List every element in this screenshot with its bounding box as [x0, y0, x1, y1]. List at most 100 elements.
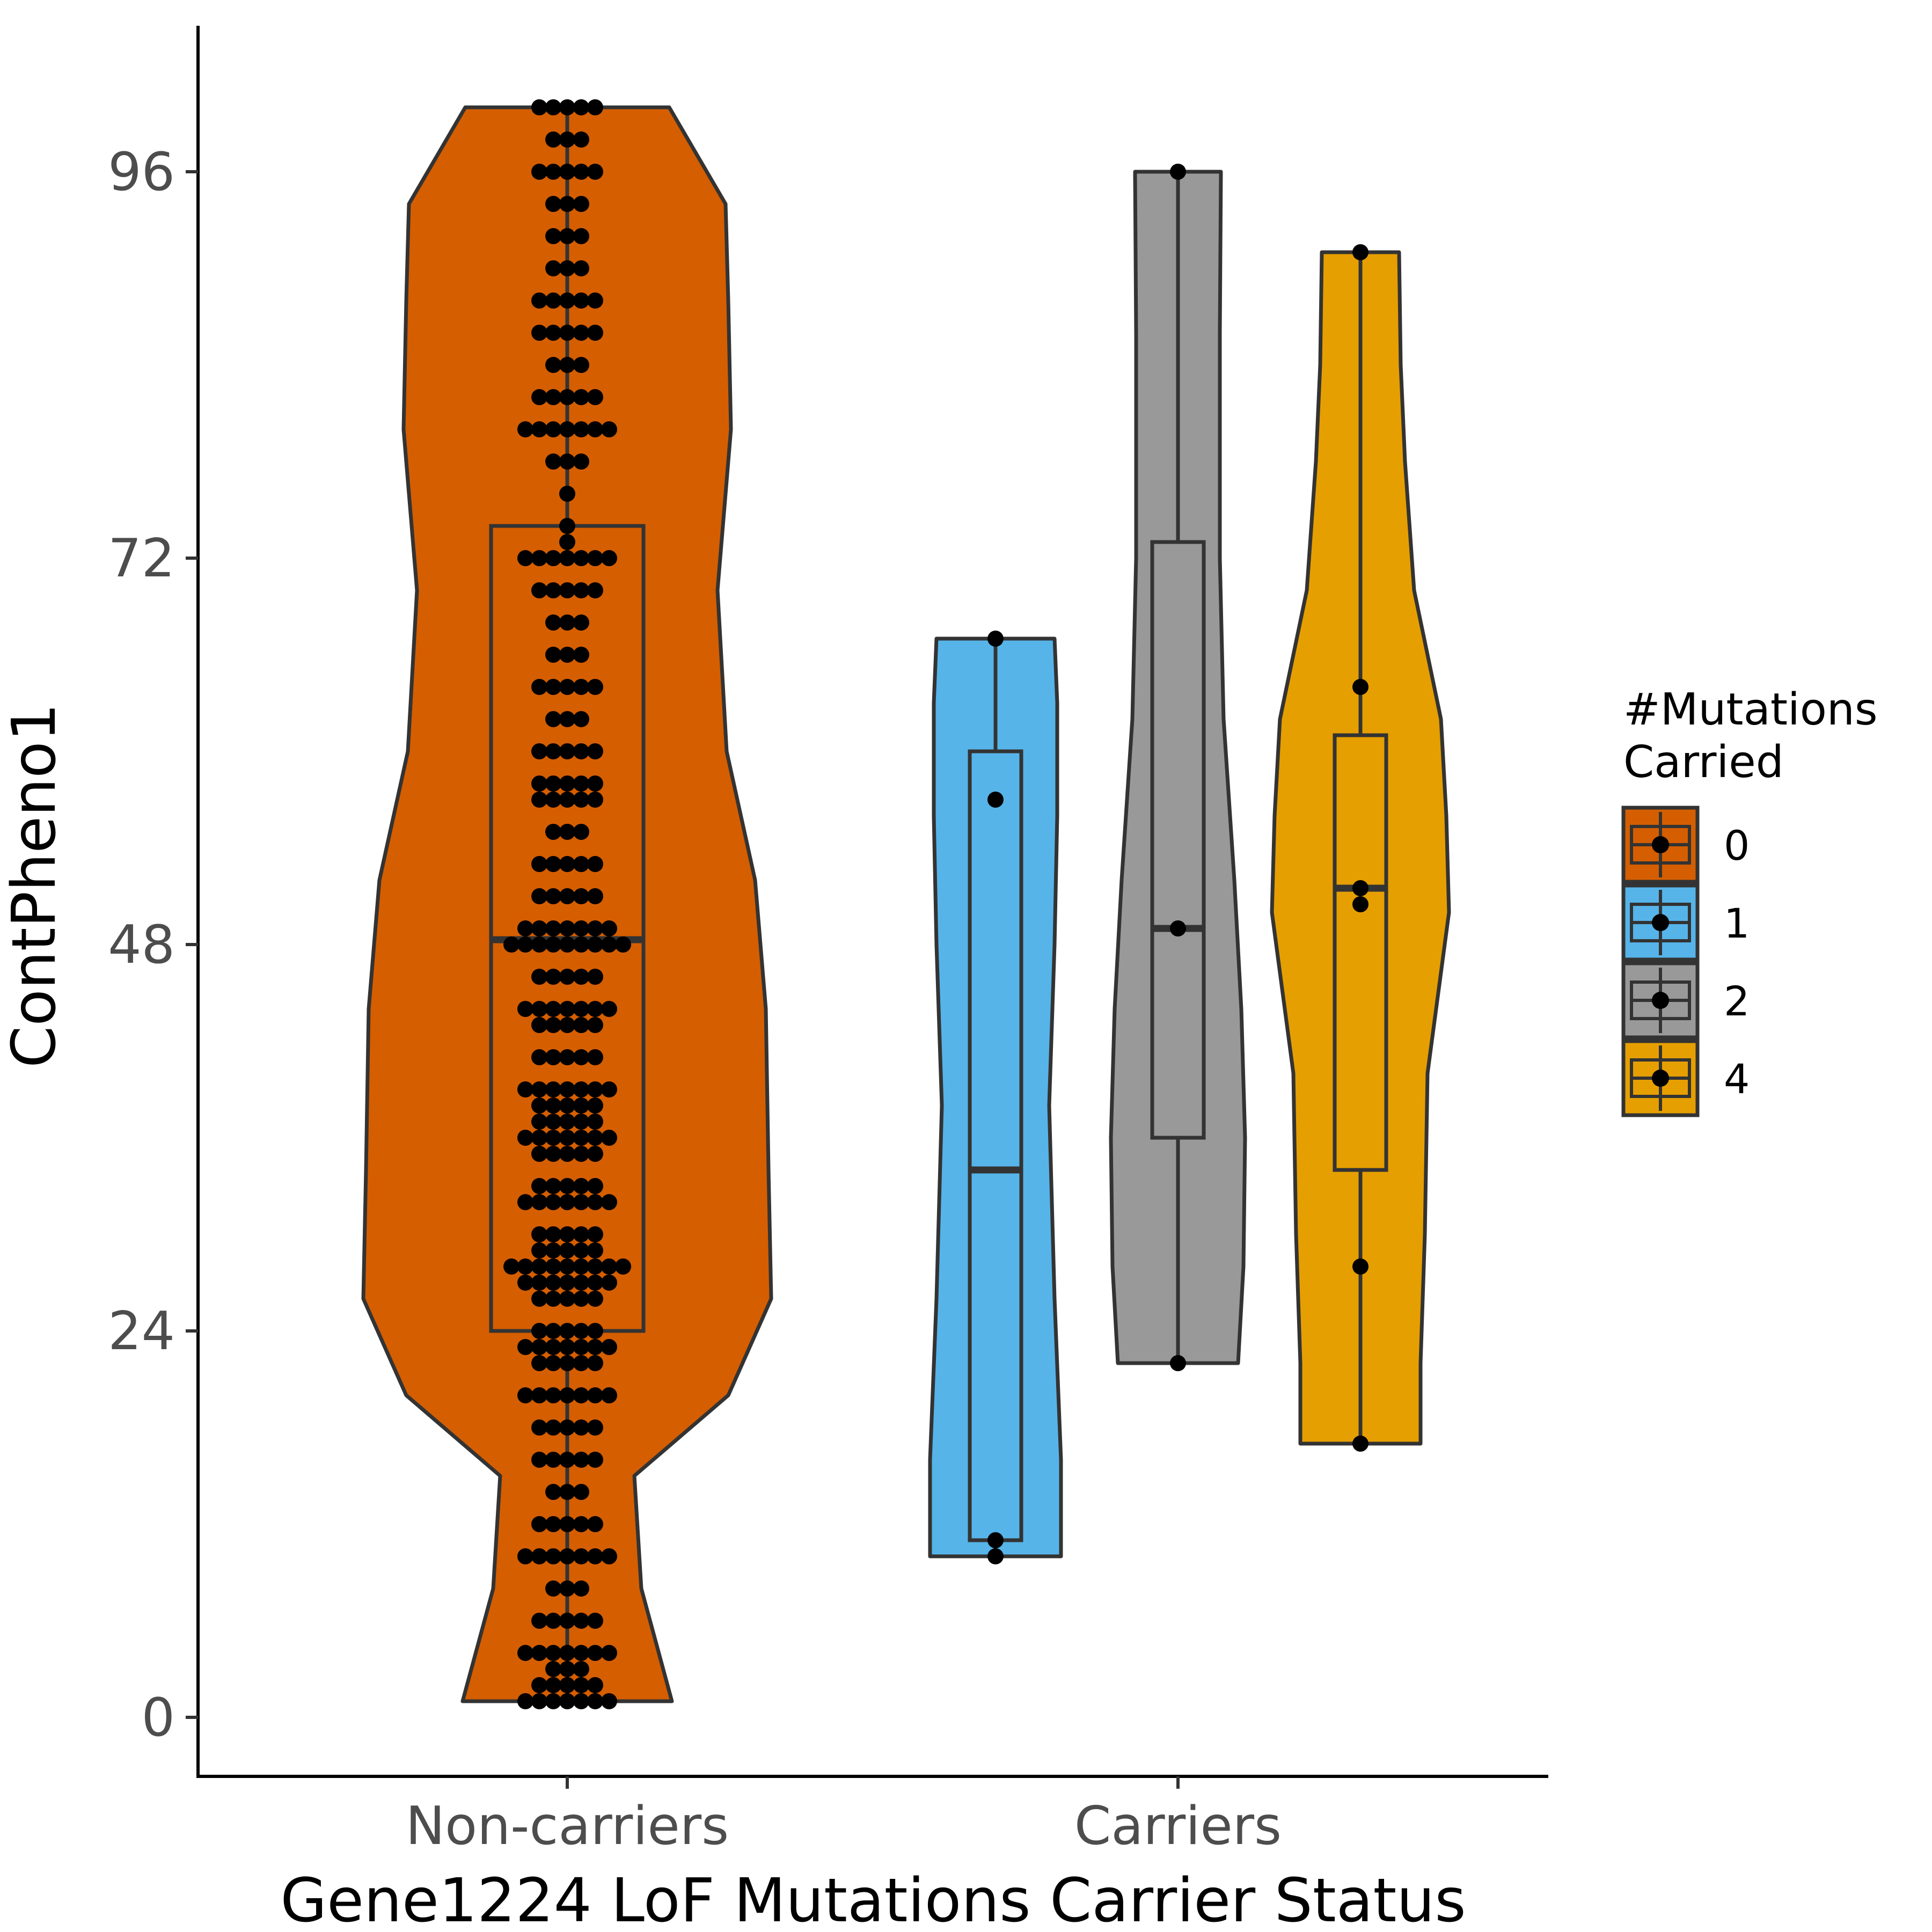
point-group-0	[601, 1258, 617, 1275]
point-group-0	[531, 421, 547, 437]
point-group-0	[545, 453, 561, 470]
point-group-2	[1170, 920, 1186, 936]
point-group-0	[573, 614, 589, 631]
point-group-0	[531, 1291, 547, 1307]
point-group-0	[531, 969, 547, 985]
point-group-0	[531, 1677, 547, 1693]
point-group-0	[573, 888, 589, 904]
point-group-0	[531, 1097, 547, 1114]
point-group-0	[559, 1677, 575, 1693]
point-group-0	[573, 920, 589, 936]
point-group-0	[545, 824, 561, 840]
point-group-0	[587, 1355, 603, 1371]
point-group-0	[559, 711, 575, 727]
point-group-0	[545, 421, 561, 437]
point-group-0	[573, 196, 589, 212]
point-group-0	[531, 550, 547, 566]
point-group-0	[559, 1580, 575, 1597]
point-group-0	[573, 743, 589, 759]
point-group-0	[545, 1226, 561, 1242]
point-group-0	[573, 792, 589, 808]
point-group-0	[559, 1339, 575, 1355]
point-group-0	[517, 1387, 533, 1403]
point-group-0	[517, 920, 533, 936]
point-group-0	[601, 1194, 617, 1210]
point-group-0	[545, 711, 561, 727]
point-group-0	[587, 969, 603, 985]
point-group-0	[531, 1146, 547, 1162]
point-group-0	[587, 1275, 603, 1291]
point-group-0	[559, 1323, 575, 1339]
point-group-0	[601, 550, 617, 566]
y-tick-label: 48	[108, 914, 175, 976]
point-group-0	[573, 1387, 589, 1403]
point-group-0	[545, 1484, 561, 1500]
point-group-0	[559, 1419, 575, 1436]
axes	[196, 26, 1548, 1778]
point-group-0	[531, 1242, 547, 1258]
point-group-0	[559, 1097, 575, 1114]
point-group-0	[559, 518, 575, 534]
legend-keys: 0 1 2 4	[1621, 806, 1750, 1117]
point-group-0	[517, 550, 533, 566]
point-group-0	[573, 582, 589, 598]
point-group-0	[517, 1258, 533, 1275]
point-group-0	[559, 550, 575, 566]
point-group-0	[545, 1677, 561, 1693]
point-group-0	[601, 1130, 617, 1146]
point-group-0	[587, 550, 603, 566]
point-group-0	[587, 389, 603, 405]
point-group-0	[587, 1548, 603, 1564]
point-group-0	[559, 1452, 575, 1468]
point-group-0	[545, 1580, 561, 1597]
point-group-0	[531, 1693, 547, 1709]
point-group-0	[587, 164, 603, 180]
point-group-0	[615, 1258, 631, 1275]
point-group-0	[531, 1387, 547, 1403]
point-group-0	[545, 1114, 561, 1130]
point-group-0	[517, 1548, 533, 1564]
point-group-1	[987, 1532, 1004, 1548]
point-group-0	[545, 1081, 561, 1097]
point-group-0	[573, 1097, 589, 1114]
point-group-0	[545, 1291, 561, 1307]
point-group-0	[545, 260, 561, 276]
point-group-0	[559, 1242, 575, 1258]
point-group-0	[545, 920, 561, 936]
point-group-0	[559, 325, 575, 341]
point-group-0	[587, 421, 603, 437]
point-group-0	[559, 936, 575, 953]
point-group-0	[545, 888, 561, 904]
point-group-0	[573, 1242, 589, 1258]
point-group-0	[587, 1645, 603, 1661]
legend-key-point	[1652, 1070, 1669, 1087]
point-group-0	[573, 453, 589, 470]
legend-label-0: 0	[1724, 822, 1750, 869]
point-group-2	[1170, 164, 1186, 180]
point-group-0	[517, 421, 533, 437]
point-group-0	[545, 228, 561, 244]
point-group-0	[573, 936, 589, 953]
point-group-0	[531, 1130, 547, 1146]
y-tick-label: 24	[108, 1301, 175, 1362]
legend: #Mutations Carried 0 1 2 4	[1621, 684, 1878, 1117]
point-group-0	[503, 1258, 519, 1275]
point-group-0	[545, 164, 561, 180]
point-group-0	[531, 856, 547, 872]
point-group-0	[587, 1017, 603, 1033]
point-group-0	[573, 1130, 589, 1146]
point-group-0	[559, 1146, 575, 1162]
point-group-4	[1352, 244, 1368, 260]
point-group-0	[587, 1516, 603, 1532]
point-group-0	[517, 1081, 533, 1097]
point-group-4	[1352, 1258, 1368, 1275]
point-group-0	[545, 357, 561, 373]
box-group-1	[968, 749, 1023, 1542]
point-group-0	[587, 1613, 603, 1629]
point-group-0	[587, 1194, 603, 1210]
point-group-0	[531, 1178, 547, 1194]
point-group-0	[601, 1339, 617, 1355]
point-group-0	[601, 936, 617, 953]
point-group-0	[531, 582, 547, 598]
